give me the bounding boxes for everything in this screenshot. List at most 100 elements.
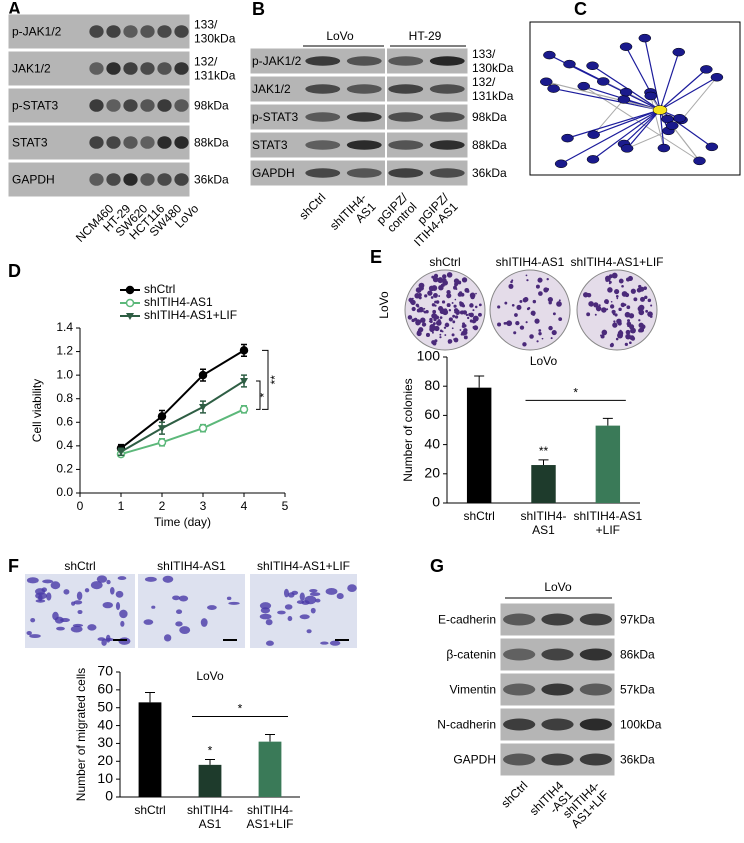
blot-band: [140, 173, 155, 186]
size-label: 88kDa: [472, 138, 507, 152]
colony: [451, 333, 455, 337]
error-bar: [265, 734, 275, 742]
blot-band: [89, 173, 104, 186]
size-label: 86kDa: [620, 648, 655, 662]
colony: [452, 314, 456, 318]
row-label: STAT3: [252, 138, 288, 152]
colony: [537, 277, 543, 283]
network-edge: [659, 51, 680, 111]
blot-band: [541, 753, 574, 766]
x-tick-label: 1: [118, 499, 125, 513]
y-tick-label: 10: [97, 770, 113, 786]
cell: [178, 595, 189, 602]
colony: [538, 331, 542, 336]
series-line: [120, 408, 245, 456]
network-node: [587, 130, 600, 139]
x-tick-label: AS1: [199, 817, 222, 831]
size-label: 100kDa: [620, 718, 662, 732]
y-tick-label: 50: [97, 698, 113, 714]
blot-band: [579, 613, 612, 626]
colony: [411, 318, 415, 323]
row-label: β-catenin: [446, 648, 496, 662]
blot-band: [346, 168, 382, 178]
x-tick-label: shITIH4-: [520, 509, 566, 523]
colony: [513, 331, 517, 335]
colony: [546, 277, 549, 281]
colony: [529, 334, 534, 339]
colony: [469, 319, 473, 323]
cell: [172, 595, 181, 601]
marker: [158, 425, 166, 433]
size-label: 97kDa: [620, 613, 655, 627]
colony: [556, 301, 562, 307]
colony: [454, 283, 458, 287]
y-tick-label: 20: [97, 752, 113, 768]
cell: [329, 640, 341, 646]
colony: [628, 313, 635, 319]
size-label: 130kDa: [194, 32, 236, 46]
x-tick-label: AS1: [532, 523, 555, 537]
network-edge: [560, 109, 661, 165]
network-frame: [529, 21, 741, 176]
blot-band: [174, 136, 189, 149]
colony: [411, 297, 414, 300]
colony: [643, 286, 647, 290]
marker: [239, 405, 249, 414]
colony: [616, 297, 619, 300]
cell: [90, 581, 103, 590]
colony: [432, 309, 437, 314]
network-node: [547, 84, 560, 93]
blot-band: [579, 718, 612, 731]
row-label: p-JAK1/2: [252, 54, 302, 68]
cell: [54, 616, 64, 624]
marker: [199, 403, 207, 411]
colony: [414, 292, 421, 299]
network-edge: [626, 109, 661, 149]
network-node: [710, 72, 724, 82]
cell: [42, 579, 54, 584]
x-axis-label: Time (day): [154, 515, 211, 529]
network-hub: [652, 105, 668, 115]
marker: [198, 423, 208, 433]
network-node: [638, 33, 652, 43]
colony: [627, 324, 630, 328]
colony: [551, 329, 557, 336]
colony: [439, 333, 442, 336]
error-bar: [145, 692, 155, 703]
y-axis-label: Number of migrated cells: [74, 668, 88, 801]
colony: [606, 302, 609, 305]
marker: [240, 378, 248, 386]
network-edge: [644, 38, 661, 111]
blot-band: [429, 140, 465, 150]
row-label: p-STAT3: [252, 110, 299, 124]
network-edge: [567, 109, 661, 139]
network-node: [700, 65, 713, 74]
blot-band: [503, 683, 536, 696]
colony: [497, 305, 501, 309]
transwell-image: [138, 574, 245, 648]
legend-label: shCtrl: [144, 282, 175, 296]
colony: [650, 304, 653, 307]
row-label: LoVo: [377, 291, 391, 319]
colony: [532, 313, 535, 316]
image-label: shCtrl: [429, 255, 460, 269]
cell: [29, 634, 41, 639]
colony: [457, 292, 463, 297]
colony: [614, 313, 618, 317]
colony: [617, 332, 624, 339]
colony: [595, 305, 602, 312]
colony: [416, 308, 421, 313]
network-node: [554, 159, 568, 169]
colony: [451, 302, 454, 304]
size-label: 98kDa: [194, 99, 229, 113]
colony: [639, 286, 645, 292]
cell: [101, 639, 107, 646]
cell: [310, 607, 316, 614]
colony: [508, 283, 514, 289]
group-label: LoVo: [544, 580, 572, 594]
blot-band: [157, 62, 172, 75]
cell: [143, 619, 154, 625]
blot-band: [123, 173, 138, 186]
size-label: 133/: [194, 18, 218, 32]
significance: *: [208, 744, 213, 758]
